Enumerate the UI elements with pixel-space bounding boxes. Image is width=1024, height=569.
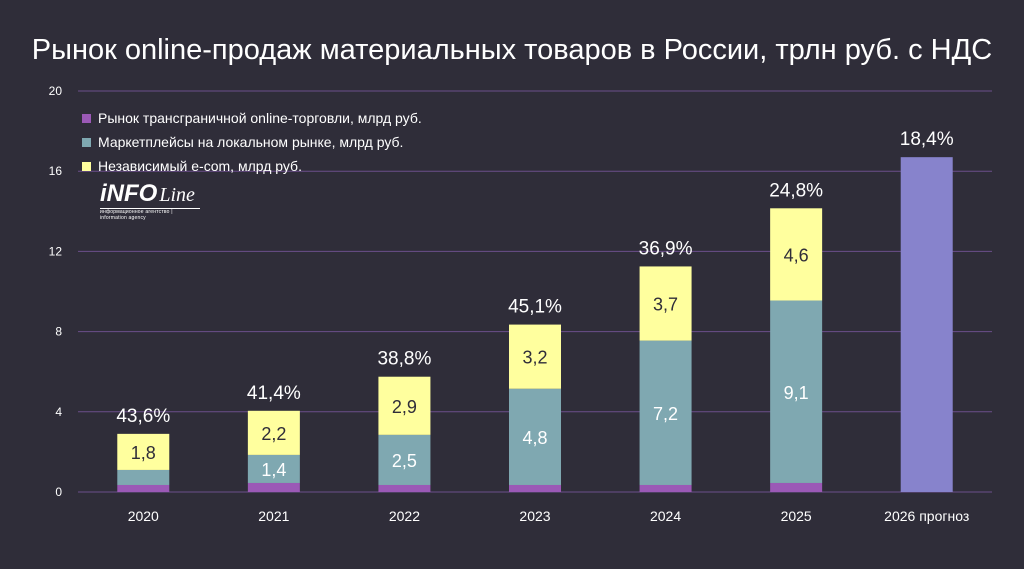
legend-item-crossborder: Рынок трансграничной online-торговли, мл… [82,106,422,130]
legend-swatch-marketplaces [82,137,91,147]
x-tick-label-2025: 2025 [781,508,812,524]
data-label-2020-s2: 1,8 [131,443,156,463]
x-tick-label-2024: 2024 [650,508,681,524]
x-tick-label-2021: 2021 [258,508,289,524]
bar-segment-2023-s2 [509,324,561,389]
data-label-2022-s2: 2,9 [392,397,417,417]
bar-segment-2020-s2 [117,433,170,470]
y-tick-label-0: 0 [55,485,62,499]
y-tick-label-12: 12 [49,244,63,258]
logo-subtitle: информационное агентство | information a… [100,208,200,221]
data-label-2023-s1: 4,8 [522,428,547,448]
legend-label-crossborder: Рынок трансграничной online-торговли, мл… [98,110,422,126]
growth-label-2024: 36,9% [639,238,693,259]
y-tick-label-4: 4 [55,405,62,419]
bar-segment-2021-s2 [247,410,300,455]
bar-segment-2024-s1 [639,340,692,485]
bar-segment-2022-s1 [378,434,431,485]
bar-segment-2022-s0 [378,484,431,492]
data-label-2021-s2: 2,2 [261,424,286,444]
legend-item-marketplaces: Маркетплейсы на локальном рынке, млрд ру… [82,130,422,154]
legend-item-independent-ecom: Независимый e-com, млрд руб. [82,154,422,178]
bar-segment-2025-s2 [770,208,823,301]
bar-segment-2024-s0 [639,484,692,492]
bar-segment-2023-s0 [509,484,561,492]
y-tick-label-16: 16 [49,164,63,178]
logo-main-text: iNFO [100,180,158,207]
bar-segment-2025-s0 [770,482,823,492]
chart-title: Рынок online-продаж материальных товаров… [31,34,993,66]
logo-script-text: Line [159,184,195,206]
data-label-2025-s1: 9,1 [784,383,809,403]
bar-segment-2024-s2 [639,266,692,341]
growth-label-2021: 41,4% [247,383,301,404]
data-label-2025-s2: 4,6 [784,245,809,265]
data-label-2022-s1: 2,5 [392,451,417,471]
data-label-2024-s2: 3,7 [653,295,678,315]
x-tick-label-2020: 2020 [128,508,159,524]
infoline-logo: iNFO Line информационное агентство | info… [100,180,206,221]
growth-label-2022: 38,8% [377,349,431,370]
legend: Рынок трансграничной online-торговли, мл… [82,106,422,178]
growth-label-2025: 24,8% [769,180,823,201]
legend-label-independent-ecom: Независимый e-com, млрд руб. [98,158,302,174]
data-label-2024-s1: 7,2 [653,404,678,424]
x-tick-label-2022: 2022 [389,508,420,524]
bar-segment-2022-s2 [378,376,431,435]
data-label-2023-s2: 3,2 [522,348,547,368]
bar-segment-2025-s1 [770,300,823,483]
legend-swatch-independent-ecom [82,161,91,171]
bar-segment-2020-s1 [117,469,170,485]
growth-label-2020: 43,6% [116,406,170,427]
y-tick-label-8: 8 [55,325,62,339]
growth-label-2026-прогноз: 18,4% [900,129,954,150]
bar-segment-2021-s1 [247,454,300,483]
growth-label-2023: 45,1% [508,297,562,318]
bar-segment-2021-s0 [247,482,300,492]
data-label-2021-s1: 1,4 [261,460,286,480]
bar-segment-2026-прогноз-s3 [900,157,953,493]
x-tick-label-2026-прогноз: 2026 прогноз [884,508,969,524]
x-tick-label-2023: 2023 [519,508,550,524]
legend-label-marketplaces: Маркетплейсы на локальном рынке, млрд ру… [98,134,404,150]
y-tick-label-20: 20 [49,84,63,98]
legend-swatch-crossborder [82,113,91,123]
bar-segment-2023-s1 [509,388,561,485]
bar-segment-2020-s0 [117,484,170,492]
